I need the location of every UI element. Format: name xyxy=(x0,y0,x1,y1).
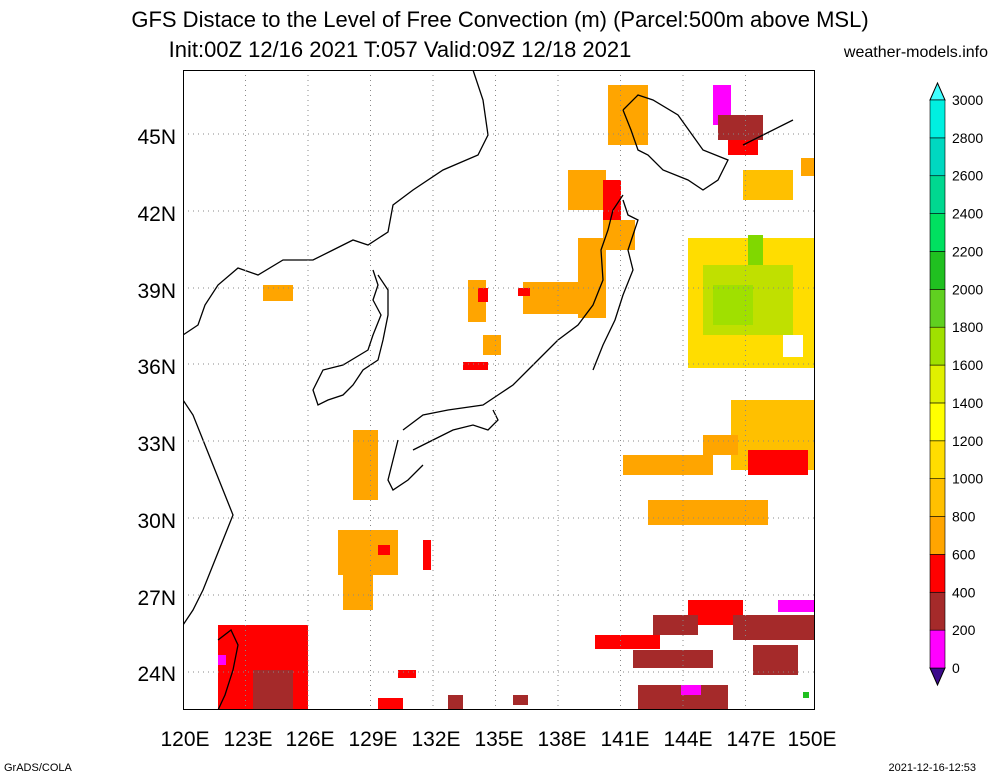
colorbar-swatch xyxy=(929,289,946,328)
colorbar-label: 600 xyxy=(952,546,976,562)
colorbar-swatch xyxy=(929,175,946,214)
lon-label: 150E xyxy=(787,728,836,751)
grid-lines xyxy=(183,70,815,710)
lat-label: 42N xyxy=(137,203,176,226)
colorbar-label: 1200 xyxy=(952,433,983,449)
colorbar-swatch xyxy=(929,251,946,290)
lon-label: 120E xyxy=(160,728,209,751)
colorbar-label: 0 xyxy=(952,660,960,676)
colorbar-swatch xyxy=(929,99,946,139)
colorbar-label: 1000 xyxy=(952,471,983,487)
colorbar-extend-bottom xyxy=(929,667,946,687)
lat-label: 39N xyxy=(137,280,176,303)
colorbar-swatch xyxy=(929,402,946,442)
colorbar-label: 2400 xyxy=(952,206,983,222)
colorbar-label: 800 xyxy=(952,509,976,525)
footer-left: GrADS/COLA xyxy=(4,762,72,774)
map-subtitle: Init:00Z 12/16 2021 T:057 Valid:09Z 12/1… xyxy=(168,37,632,62)
field-shading xyxy=(218,85,815,710)
lat-label: 27N xyxy=(137,587,176,610)
colorbar-swatch xyxy=(929,326,946,366)
colorbar-label: 2200 xyxy=(952,243,983,259)
lon-label: 129E xyxy=(348,728,397,751)
lon-label: 144E xyxy=(663,728,712,751)
colorbar-label: 2000 xyxy=(952,281,983,297)
map-title: GFS Distace to the Level of Free Convect… xyxy=(131,7,869,32)
colorbar-swatch xyxy=(929,440,946,479)
footer-right: 2021-12-16-12:53 xyxy=(888,762,976,774)
colorbar-extend-top xyxy=(929,81,946,101)
colorbar-swatch xyxy=(929,364,946,404)
lon-label: 135E xyxy=(474,728,523,751)
colorbar-swatch xyxy=(929,478,946,517)
lon-label: 147E xyxy=(726,728,775,751)
colorbar-label: 2600 xyxy=(952,168,983,184)
colorbar: 0 200 400 600 800 1000 1200 1400 1600 1800 2000 220… xyxy=(929,81,983,687)
colorbar-label: 400 xyxy=(952,584,976,600)
lon-label: 123E xyxy=(223,728,272,751)
colorbar-swatch xyxy=(929,554,946,593)
colorbar-label: 1800 xyxy=(952,319,983,335)
lat-label: 30N xyxy=(137,510,176,533)
colorbar-label: 1400 xyxy=(952,395,983,411)
lat-label: 24N xyxy=(137,663,176,686)
lat-label: 36N xyxy=(137,356,176,379)
map-panel xyxy=(183,70,815,710)
colorbar-swatch xyxy=(929,516,946,555)
lon-label: 138E xyxy=(537,728,586,751)
site-credit: weather-models.info xyxy=(843,44,988,61)
coastline xyxy=(183,70,794,710)
colorbar-label: 1600 xyxy=(952,357,983,373)
lon-label: 126E xyxy=(285,728,334,751)
lat-label: 33N xyxy=(137,433,176,456)
lon-label: 132E xyxy=(411,728,460,751)
colorbar-swatch xyxy=(929,591,946,631)
colorbar-swatch xyxy=(929,213,946,252)
colorbar-label: 3000 xyxy=(952,92,983,108)
lon-label: 141E xyxy=(600,728,649,751)
colorbar-label: 2800 xyxy=(952,130,983,146)
colorbar-label: 200 xyxy=(952,622,976,638)
lat-label: 45N xyxy=(137,126,176,149)
colorbar-swatch xyxy=(929,137,946,177)
map-frame xyxy=(183,70,815,710)
colorbar-swatch xyxy=(929,629,946,669)
